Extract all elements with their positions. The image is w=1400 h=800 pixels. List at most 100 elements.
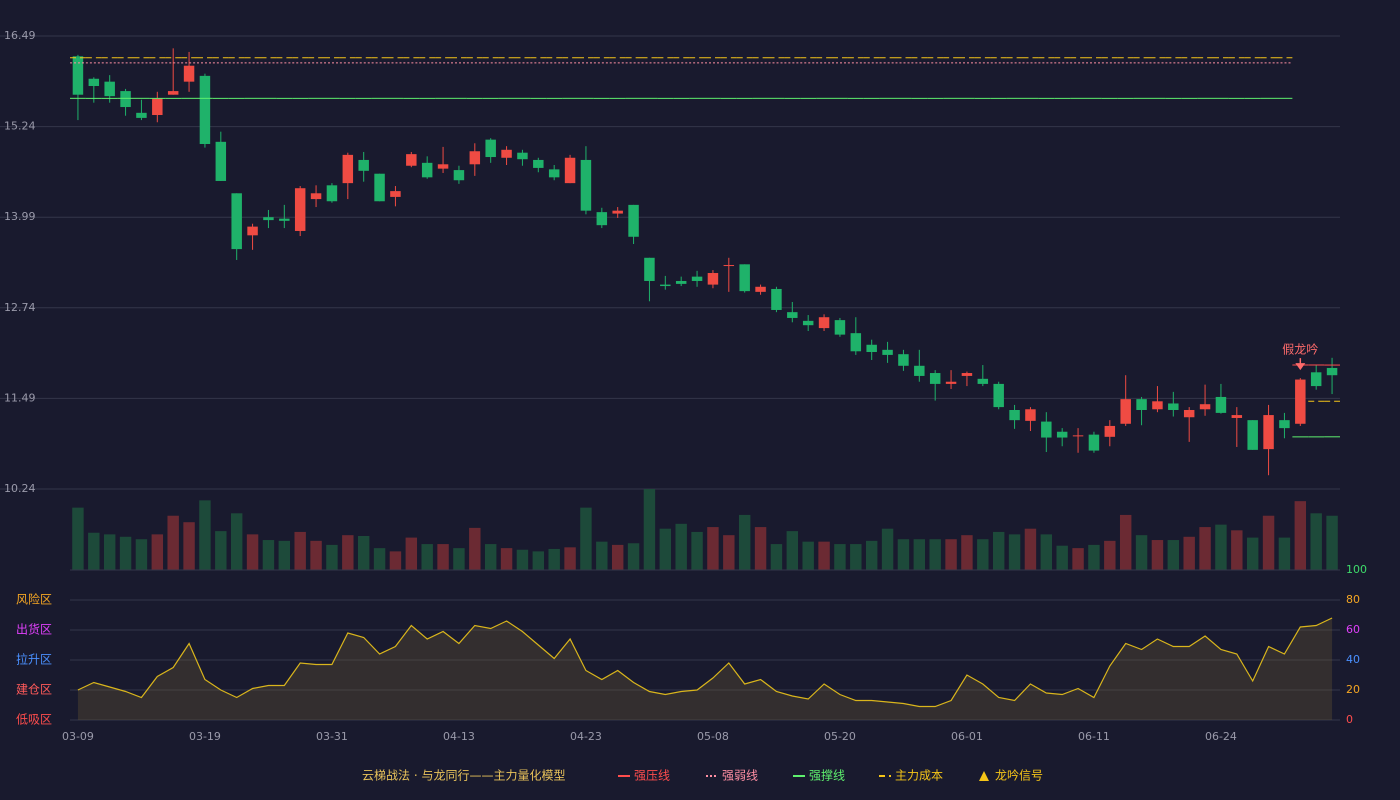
volume-bar bbox=[834, 544, 846, 570]
candle-body bbox=[326, 185, 338, 202]
candle-body bbox=[485, 139, 496, 158]
candle-body bbox=[1279, 420, 1290, 429]
candle-body bbox=[533, 159, 544, 168]
candle-body bbox=[802, 320, 814, 326]
volume-bar bbox=[1040, 534, 1053, 570]
volume-bar bbox=[342, 535, 354, 570]
volume-bar bbox=[199, 500, 211, 570]
volume-bar bbox=[723, 535, 735, 570]
volume-bar bbox=[1167, 540, 1180, 570]
y-tick-label: 15.24 bbox=[4, 120, 36, 133]
candle-body bbox=[310, 193, 322, 200]
candle-body bbox=[247, 226, 258, 236]
candle-body bbox=[421, 162, 433, 178]
volume-bar bbox=[564, 547, 576, 570]
volume-bar bbox=[119, 536, 132, 570]
volume-bar bbox=[72, 507, 84, 570]
volume-bar bbox=[1294, 501, 1307, 570]
volume-bar bbox=[770, 544, 783, 570]
candle-body bbox=[1056, 431, 1068, 438]
candle-body bbox=[453, 170, 465, 181]
legend-title: 云梯战法 · 与龙同行——主力量化模型 bbox=[362, 769, 565, 783]
volume-bar bbox=[1183, 536, 1195, 570]
candle-body bbox=[120, 91, 131, 108]
y-tick-label: 10.24 bbox=[4, 482, 36, 495]
volume-bar bbox=[532, 551, 545, 570]
candle-body bbox=[279, 218, 290, 221]
volume-bar bbox=[1310, 513, 1322, 570]
candle-body bbox=[818, 317, 830, 329]
candle-body bbox=[390, 191, 401, 197]
candle-body bbox=[739, 264, 750, 292]
volume-bar bbox=[659, 528, 672, 570]
x-tick-label: 06-01 bbox=[951, 730, 983, 743]
volume-bar bbox=[738, 514, 751, 570]
candle-body bbox=[755, 286, 766, 292]
candle-body bbox=[1326, 367, 1338, 376]
candle-body bbox=[1215, 396, 1227, 413]
y-tick-label: 11.49 bbox=[4, 391, 36, 404]
volume-bar bbox=[548, 548, 560, 570]
volume-bar bbox=[389, 551, 402, 570]
candle-body bbox=[596, 212, 608, 226]
candle-body bbox=[1041, 421, 1052, 438]
volume-bar bbox=[1326, 515, 1338, 570]
candle-body bbox=[834, 320, 846, 335]
volume-bar bbox=[786, 531, 799, 570]
candle-body bbox=[993, 383, 1004, 408]
candle-body bbox=[945, 381, 957, 384]
candle-body bbox=[374, 173, 385, 202]
y-tick-label: 80 bbox=[1346, 593, 1360, 606]
candle-body bbox=[406, 154, 417, 166]
y-tick-label: 60 bbox=[1346, 623, 1360, 636]
candle-body bbox=[231, 193, 242, 250]
candle-body bbox=[691, 276, 703, 281]
volume-bar bbox=[1278, 537, 1291, 570]
candle-body bbox=[1247, 420, 1258, 450]
volume-bar bbox=[437, 544, 449, 570]
volume-bar bbox=[1024, 528, 1037, 570]
candle-body bbox=[1183, 409, 1195, 418]
candle-body bbox=[771, 288, 782, 310]
candle-body bbox=[358, 159, 369, 171]
candle-body bbox=[1152, 401, 1163, 410]
candle-body bbox=[977, 378, 989, 384]
volume-bar bbox=[1151, 540, 1164, 570]
candle-body bbox=[1072, 435, 1084, 437]
candle-body bbox=[850, 333, 862, 352]
candle-body bbox=[1231, 415, 1243, 418]
volume-bar bbox=[850, 544, 862, 570]
x-tick-label: 06-11 bbox=[1078, 730, 1110, 743]
volume-bar bbox=[580, 507, 592, 570]
volume-bar bbox=[294, 531, 306, 570]
y-tick-label: 0 bbox=[1346, 713, 1353, 726]
candle-body bbox=[342, 154, 354, 184]
volume-bar bbox=[230, 513, 243, 570]
candle-body bbox=[787, 312, 798, 318]
candle-body bbox=[1025, 409, 1036, 421]
volume-bar bbox=[611, 544, 624, 570]
volume-bar bbox=[1262, 515, 1275, 570]
volume-bar bbox=[1104, 540, 1116, 570]
volume-bar bbox=[246, 534, 259, 570]
volume-bar bbox=[1008, 534, 1021, 570]
volume-bar bbox=[88, 532, 100, 570]
candle-body bbox=[501, 149, 512, 158]
candle-body bbox=[929, 373, 941, 384]
legend-label: 龙吟信号 bbox=[995, 768, 1043, 783]
candle-body bbox=[628, 204, 639, 237]
y-tick-label: 16.49 bbox=[4, 29, 36, 42]
volume-bar bbox=[881, 528, 894, 570]
candle-body bbox=[707, 273, 719, 285]
x-tick-label: 05-08 bbox=[697, 730, 729, 743]
x-tick-label: 06-24 bbox=[1205, 730, 1237, 743]
candle-body bbox=[644, 257, 655, 281]
volume-bar bbox=[961, 535, 973, 570]
candle-body bbox=[152, 98, 163, 116]
candle-body bbox=[660, 284, 671, 287]
volume-bar bbox=[929, 539, 941, 570]
area-fill bbox=[77, 618, 1333, 720]
legend-symbol bbox=[979, 771, 989, 781]
volume-bar bbox=[453, 548, 465, 570]
